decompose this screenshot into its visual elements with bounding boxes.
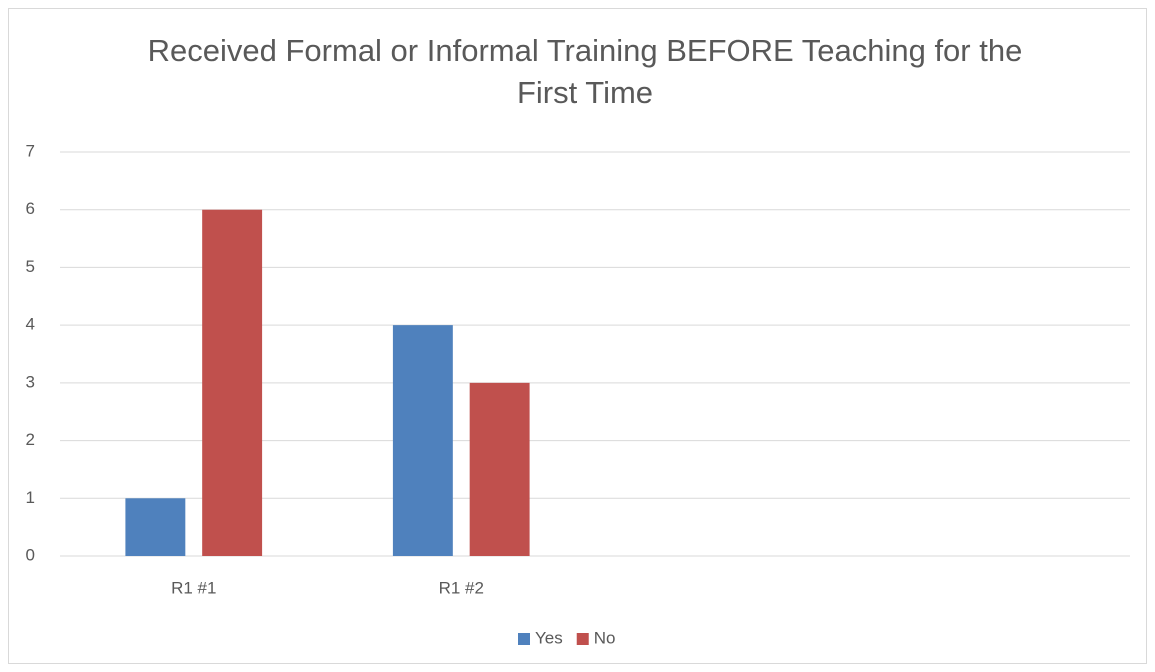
chart-title: Received Formal or Informal Training BEF… xyxy=(147,33,1023,110)
chart-border xyxy=(8,8,1147,664)
bar xyxy=(125,498,186,556)
bar xyxy=(202,209,263,556)
bar xyxy=(469,382,530,556)
legend-label: No xyxy=(594,628,616,647)
y-tick-label: 4 xyxy=(26,315,35,334)
legend-swatch xyxy=(576,633,589,645)
y-tick-label: 0 xyxy=(26,545,35,564)
y-tick-label: 2 xyxy=(26,430,35,449)
y-tick-label: 6 xyxy=(26,199,35,218)
y-tick-label: 3 xyxy=(26,372,35,391)
legend-swatch xyxy=(518,633,530,645)
x-tick-label: R1 #2 xyxy=(439,578,484,597)
bar xyxy=(392,325,453,556)
y-tick-label: 1 xyxy=(26,488,35,507)
y-tick-label: 5 xyxy=(26,257,35,276)
x-tick-label: R1 #1 xyxy=(171,578,216,597)
y-tick-label: 7 xyxy=(26,141,35,160)
legend-label: Yes xyxy=(535,628,563,647)
